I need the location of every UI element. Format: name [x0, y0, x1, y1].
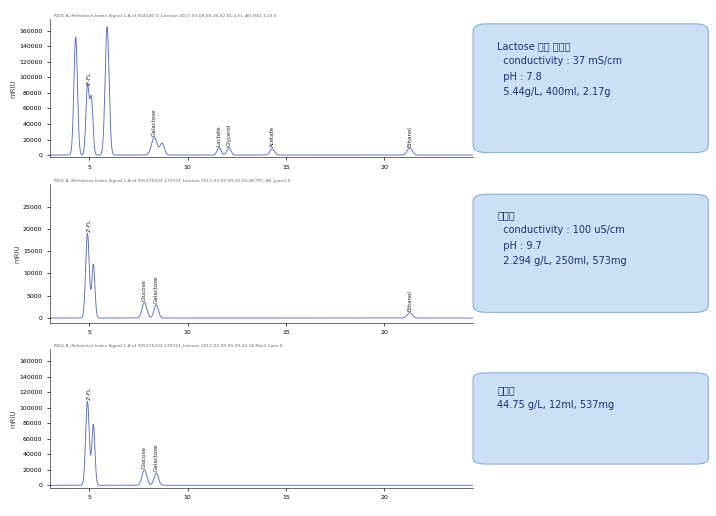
- Text: Acetate: Acetate: [270, 126, 275, 148]
- Text: RID1 A, Refractive Index Signal 1-A of 005175333 170333_Lactose 2017-03-09 09:29: RID1 A, Refractive Index Signal 1-A of 0…: [54, 344, 283, 348]
- Text: 2'-FL: 2'-FL: [87, 387, 92, 400]
- Text: 농축액
44.75 g/L, 12ml, 537mg: 농축액 44.75 g/L, 12ml, 537mg: [498, 385, 614, 410]
- Text: Glucose: Glucose: [142, 279, 147, 301]
- Text: 2'-FL: 2'-FL: [87, 72, 92, 85]
- Text: RID1 A, Refractive Index Signal 1-A of 005175333 170333_Lactose 2017-03-09 09:29: RID1 A, Refractive Index Signal 1-A of 0…: [54, 179, 291, 183]
- Text: RID1 A, Refractive Index Signal 1-A of 004106 D_Lactose 2017-03-09 09:26:02 01:2: RID1 A, Refractive Index Signal 1-A of 0…: [54, 14, 277, 18]
- Y-axis label: mRIU: mRIU: [14, 244, 20, 263]
- Y-axis label: mRIU: mRIU: [10, 409, 16, 428]
- FancyBboxPatch shape: [473, 24, 708, 153]
- Text: Glucose: Glucose: [142, 446, 147, 469]
- Text: Glycerol: Glycerol: [226, 123, 231, 146]
- Text: Lactate: Lactate: [217, 125, 221, 146]
- Text: 여과액
  conductivity : 100 uS/cm
  pH : 9.7
  2.294 g/L, 250ml, 573mg: 여과액 conductivity : 100 uS/cm pH : 9.7 2.…: [498, 210, 627, 266]
- Text: Galactose: Galactose: [154, 444, 159, 472]
- Text: Ethanol: Ethanol: [407, 126, 412, 147]
- Text: Ethanol: Ethanol: [407, 291, 412, 311]
- FancyBboxPatch shape: [473, 195, 708, 312]
- Text: Galactose: Galactose: [152, 108, 157, 136]
- Y-axis label: mRIU: mRIU: [10, 79, 16, 98]
- Text: 2'-FL: 2'-FL: [87, 219, 92, 232]
- Text: Lactose 제거 상등액
  conductivity : 37 mS/cm
  pH : 7.8
  5.44g/L, 400ml, 2.17g: Lactose 제거 상등액 conductivity : 37 mS/cm p…: [498, 41, 622, 97]
- Text: Galactose: Galactose: [154, 276, 159, 303]
- FancyBboxPatch shape: [473, 373, 708, 464]
